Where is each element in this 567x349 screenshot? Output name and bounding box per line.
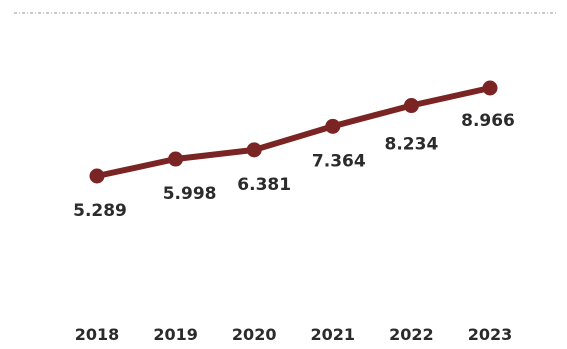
data-point-2021 bbox=[325, 118, 341, 134]
data-label-2018: 5.289 bbox=[73, 201, 127, 221]
data-label-2023: 8.966 bbox=[461, 111, 515, 131]
series-line bbox=[94, 85, 493, 179]
data-point-2018 bbox=[89, 168, 105, 184]
x-tick-2022: 2022 bbox=[389, 325, 434, 344]
data-label-2022: 8.234 bbox=[385, 135, 439, 155]
x-tick-2021: 2021 bbox=[311, 325, 356, 344]
x-tick-2020: 2020 bbox=[232, 325, 277, 344]
data-label-2019: 5.998 bbox=[163, 184, 217, 204]
x-tick-2023: 2023 bbox=[468, 325, 513, 344]
x-tick-2019: 2019 bbox=[153, 325, 198, 344]
data-labels: 5.289 5.998 6.381 7.364 8.234 8.966 bbox=[73, 111, 515, 221]
data-point-2022 bbox=[403, 98, 419, 114]
data-point-2019 bbox=[168, 151, 184, 167]
data-point-2020 bbox=[246, 142, 262, 158]
data-label-2021: 7.364 bbox=[312, 151, 366, 171]
data-label-2020: 6.381 bbox=[237, 175, 291, 195]
x-axis-ticks: 2018 2019 2020 2021 2022 2023 bbox=[75, 325, 513, 344]
data-point-2023 bbox=[482, 80, 498, 96]
x-tick-2018: 2018 bbox=[75, 325, 120, 344]
points-layer bbox=[89, 80, 498, 184]
series-layer bbox=[94, 85, 493, 179]
